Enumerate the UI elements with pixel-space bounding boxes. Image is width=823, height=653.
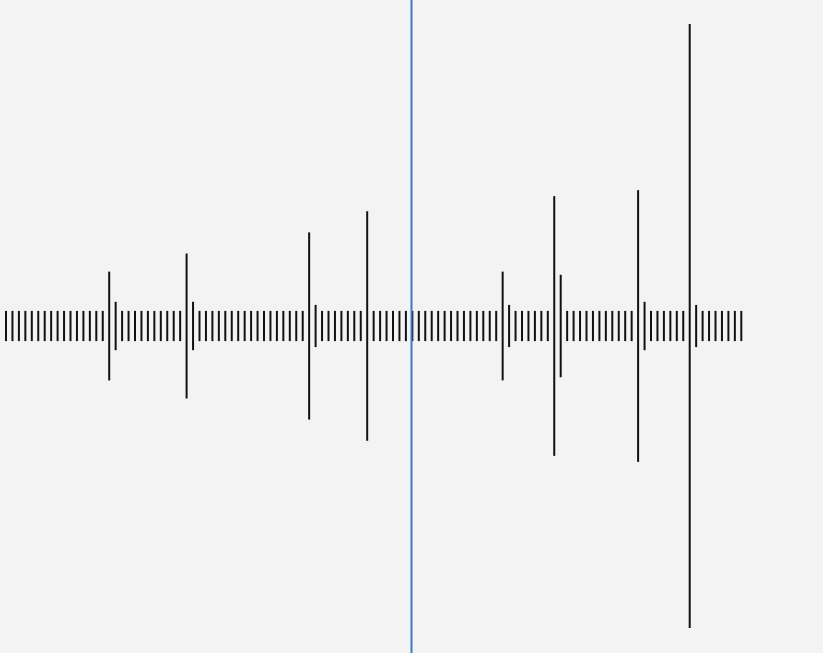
waveform-chart[interactable] (0, 0, 823, 653)
waveform-view[interactable] (0, 0, 823, 653)
